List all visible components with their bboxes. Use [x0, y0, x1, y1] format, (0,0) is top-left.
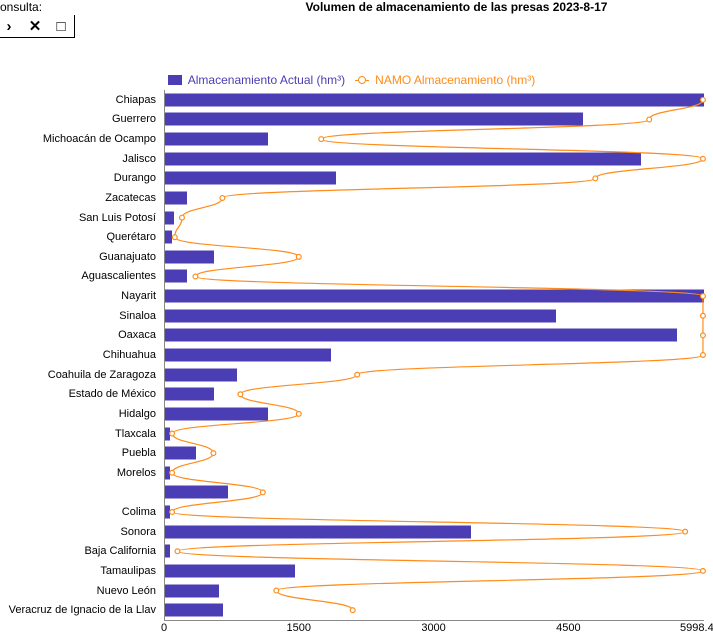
chart: Almacenamiento Actual (hm³) NAMO Almacen… — [0, 70, 703, 630]
y-axis-label: Colima — [122, 506, 156, 518]
x-axis-tick: 3000 — [421, 622, 445, 634]
line-layer — [164, 90, 703, 620]
y-axis-label: Guanajuato — [99, 251, 156, 263]
y-axis-label: Puebla — [122, 447, 156, 459]
namo-point[interactable] — [701, 333, 706, 338]
y-axis-label: Querétaro — [106, 231, 156, 243]
y-axis-label: Sonora — [121, 526, 156, 538]
legend-swatch-bar — [168, 75, 182, 85]
namo-point[interactable] — [296, 254, 301, 259]
y-axis-label: Chihuahua — [103, 349, 156, 361]
chart-title: Volumen de almacenamiento de las presas … — [0, 0, 713, 14]
y-axis-label: Michoacán de Ocampo — [43, 133, 156, 145]
namo-line — [172, 100, 703, 610]
legend-swatch-line — [355, 75, 369, 85]
namo-point[interactable] — [701, 353, 706, 358]
y-axis-label: Nuevo León — [97, 585, 156, 597]
namo-point[interactable] — [170, 470, 175, 475]
namo-point[interactable] — [701, 569, 706, 574]
y-axis-label: Morelos — [117, 467, 156, 479]
plot-area: ChiapasGuerreroMichoacán de OcampoJalisc… — [164, 90, 703, 620]
namo-point[interactable] — [701, 313, 706, 318]
y-axis-label: Nayarit — [121, 290, 156, 302]
namo-point[interactable] — [355, 372, 360, 377]
namo-point[interactable] — [170, 510, 175, 515]
legend: Almacenamiento Actual (hm³) NAMO Almacen… — [0, 70, 703, 90]
namo-point[interactable] — [175, 549, 180, 554]
y-axis-label: Oaxaca — [118, 329, 156, 341]
namo-point[interactable] — [296, 411, 301, 416]
y-axis-label: Sinaloa — [119, 310, 156, 322]
toolbar: › ✕ □ — [0, 15, 75, 38]
legend-item-bar: Almacenamiento Actual (hm³) — [168, 73, 345, 87]
namo-point[interactable] — [220, 196, 225, 201]
y-axis-label: Veracruz de Ignacio de la Llav — [9, 604, 156, 616]
namo-point[interactable] — [701, 294, 706, 299]
namo-point[interactable] — [193, 274, 198, 279]
namo-point[interactable] — [647, 117, 652, 122]
x-axis-tick: 0 — [161, 622, 167, 634]
legend-label-line: NAMO Almacenamiento (hm³) — [375, 73, 535, 87]
y-axis-label: Tlaxcala — [115, 428, 156, 440]
namo-point[interactable] — [180, 215, 185, 220]
y-axis-label: Aguascalientes — [81, 270, 156, 282]
y-axis-label: Tamaulipas — [100, 565, 156, 577]
y-axis-label: Hidalgo — [119, 408, 156, 420]
y-axis-label: San Luis Potosí — [79, 212, 156, 224]
namo-point[interactable] — [260, 490, 265, 495]
namo-point[interactable] — [319, 137, 324, 142]
y-axis-label: Estado de México — [69, 388, 156, 400]
y-axis-label: Chiapas — [116, 94, 156, 106]
namo-point[interactable] — [683, 529, 688, 534]
y-axis-label: Guerrero — [112, 113, 156, 125]
x-axis: 01500300045005998.445 — [164, 622, 703, 636]
namo-point[interactable] — [211, 451, 216, 456]
namo-point[interactable] — [350, 608, 355, 613]
y-axis-label: Coahuila de Zaragoza — [48, 369, 156, 381]
namo-point[interactable] — [172, 235, 177, 240]
x-axis-tick: 1500 — [287, 622, 311, 634]
x-axis-tick: 5998.445 — [680, 622, 713, 634]
legend-label-bar: Almacenamiento Actual (hm³) — [188, 73, 345, 87]
namo-point[interactable] — [170, 431, 175, 436]
y-axis-label: Jalisco — [122, 153, 156, 165]
namo-point[interactable] — [701, 156, 706, 161]
arrow-icon[interactable]: › — [0, 17, 18, 35]
y-axis-label: Baja California — [84, 545, 156, 557]
x-axis-tick: 4500 — [556, 622, 580, 634]
y-axis-label: Zacatecas — [105, 192, 156, 204]
namo-point[interactable] — [274, 588, 279, 593]
legend-item-line: NAMO Almacenamiento (hm³) — [355, 73, 535, 87]
namo-point[interactable] — [238, 392, 243, 397]
y-axis-labels: Chiapas Guerrero Michoacán de Ocampo Jalisc… — [0, 90, 160, 620]
app-root: onsulta: › ✕ □ Volumen de almacenamiento… — [0, 0, 713, 636]
square-icon[interactable]: □ — [52, 17, 70, 35]
y-axis-label: Durango — [114, 172, 156, 184]
close-icon[interactable]: ✕ — [26, 17, 44, 35]
namo-point[interactable] — [701, 97, 706, 102]
namo-point[interactable] — [593, 176, 598, 181]
